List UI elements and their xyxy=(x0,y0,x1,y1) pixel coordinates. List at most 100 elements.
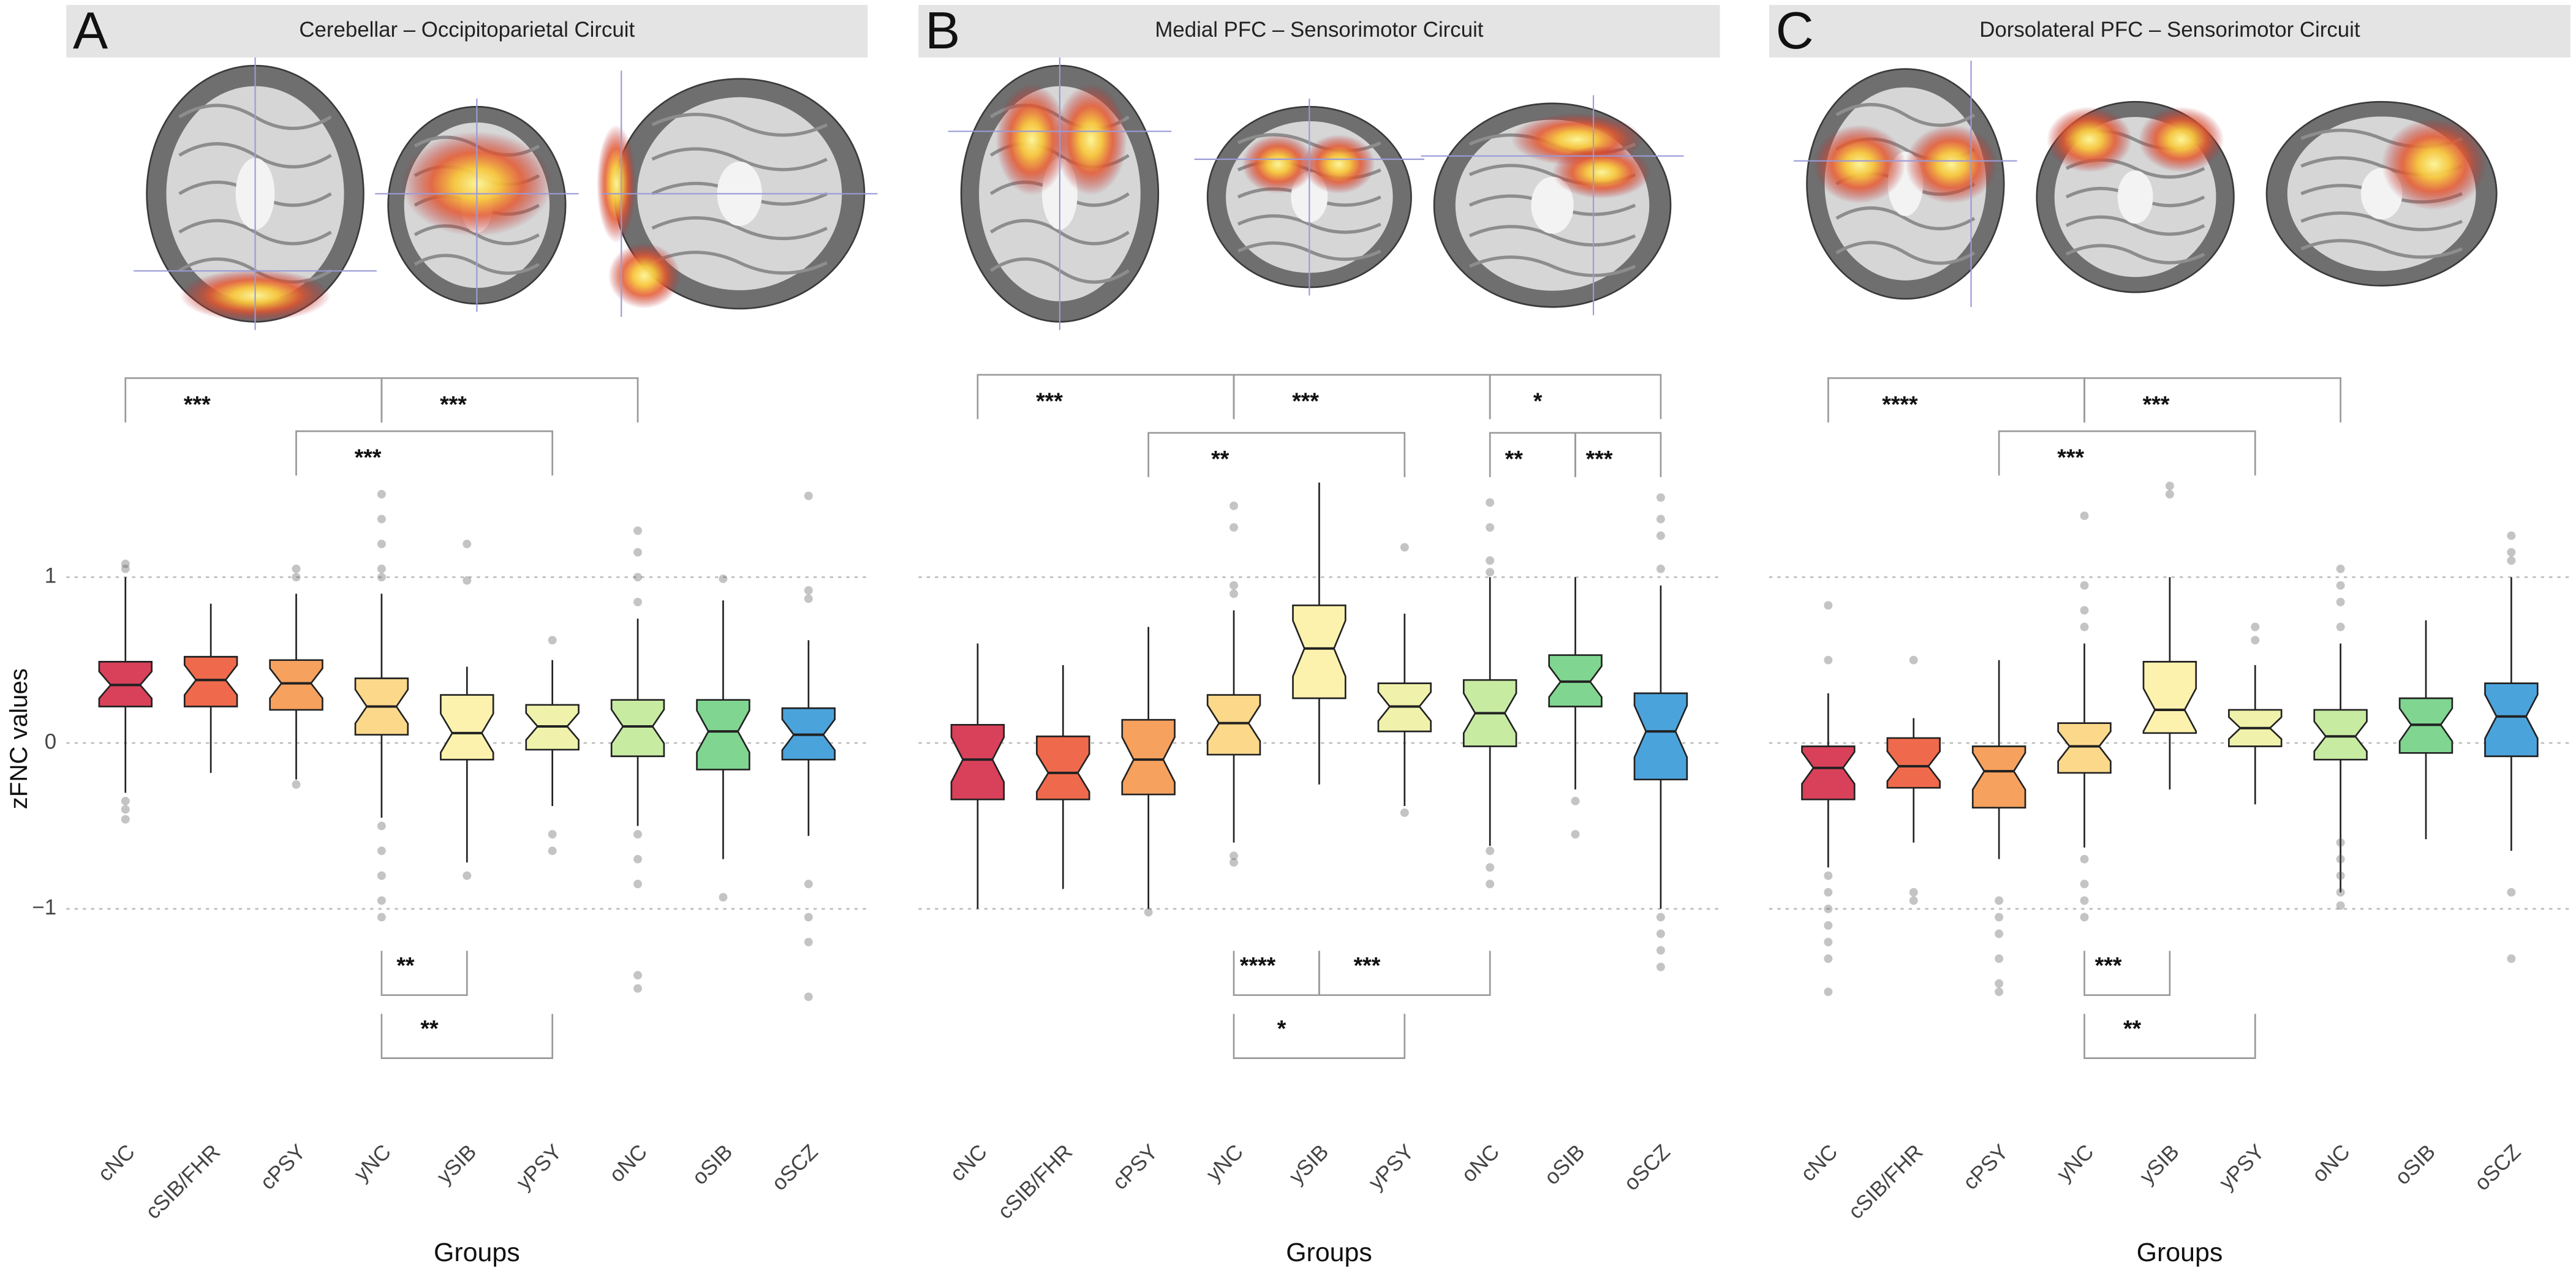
x-tick-label: cPSY xyxy=(1108,1140,1162,1194)
significance-bracket xyxy=(1147,432,1406,478)
outlier xyxy=(633,971,643,980)
brain-fold xyxy=(1835,206,1976,231)
x-tick-label: cNC xyxy=(1796,1140,1842,1186)
outlier xyxy=(377,489,386,499)
significance-label: *** xyxy=(184,391,211,417)
activation-blob xyxy=(597,124,636,243)
outlier xyxy=(2507,548,2516,557)
panel-title: Cerebellar – Occipitoparietal Circuit xyxy=(299,18,635,42)
brain-ventricle xyxy=(1531,176,1574,234)
box xyxy=(2057,722,2112,774)
brain-ventricle xyxy=(2117,170,2153,224)
outlier xyxy=(2336,871,2345,880)
outlier xyxy=(1909,655,1918,665)
outlier xyxy=(1995,987,2004,997)
brain-fold xyxy=(1835,241,1976,265)
activation-blob xyxy=(995,83,1068,195)
box xyxy=(1886,737,1941,789)
outlier xyxy=(1656,564,1665,573)
outlier xyxy=(1656,962,1665,971)
x-tick-label: cSIB/FHR xyxy=(1844,1140,1928,1224)
brain-image xyxy=(1421,95,1684,315)
significance-label: *** xyxy=(2095,952,2122,978)
panel-title: Dorsolateral PFC – Sensorimotor Circuit xyxy=(1979,18,2360,42)
panel-letter: C xyxy=(1776,1,1814,60)
brain-fold xyxy=(651,251,828,275)
outlier xyxy=(463,871,472,880)
outlier xyxy=(1995,896,2004,905)
outlier xyxy=(1229,523,1239,532)
outlier xyxy=(804,491,813,500)
panel-header xyxy=(918,5,1720,58)
outlier xyxy=(1571,796,1580,805)
brain-fold xyxy=(651,147,828,172)
outlier xyxy=(2080,896,2089,905)
significance-bracket xyxy=(2083,951,2171,997)
significance-bracket xyxy=(380,1014,554,1059)
outlier xyxy=(1824,655,1833,665)
activation-blob xyxy=(1302,134,1375,194)
box xyxy=(1206,694,1261,756)
outlier xyxy=(121,815,130,824)
brain-fold xyxy=(651,216,828,241)
significance-bracket xyxy=(380,951,468,997)
outlier xyxy=(2080,880,2089,889)
brain-fold xyxy=(1468,255,1636,277)
panel-header xyxy=(66,5,868,58)
outlier xyxy=(633,854,643,864)
x-tick-label: oSCZ xyxy=(1619,1140,1675,1196)
box xyxy=(1036,735,1090,801)
outlier xyxy=(1824,888,1833,897)
outlier xyxy=(2251,622,2260,631)
x-tick-label: oNC xyxy=(2308,1140,2355,1187)
x-tick-label: cNC xyxy=(93,1140,139,1186)
outlier xyxy=(633,597,643,606)
brain-image xyxy=(2265,100,2498,287)
outlier xyxy=(2251,636,2260,645)
x-axis-title: Groups xyxy=(434,1238,520,1267)
outlier xyxy=(2507,556,2516,565)
outlier xyxy=(1656,946,1665,955)
x-axis-title: Groups xyxy=(2137,1238,2223,1267)
outlier xyxy=(2336,888,2345,897)
x-tick-label: cPSY xyxy=(1958,1140,2013,1194)
significance-label: ** xyxy=(1211,446,1229,472)
x-tick-label: oSCZ xyxy=(767,1140,823,1196)
outlier xyxy=(377,573,386,582)
x-tick-label: ySIB xyxy=(432,1140,482,1189)
activation-blob xyxy=(2381,118,2487,211)
outlier xyxy=(548,830,557,839)
outlier xyxy=(804,594,813,603)
brain-image xyxy=(597,70,878,317)
box xyxy=(2484,682,2539,758)
significance-label: ** xyxy=(1505,446,1524,472)
outlier xyxy=(1824,987,1833,997)
outlier xyxy=(377,896,386,905)
x-tick-label: cSIB/FHR xyxy=(993,1140,1077,1224)
outlier xyxy=(2165,481,2174,491)
x-tick-label: cNC xyxy=(945,1140,991,1186)
outlier xyxy=(292,564,301,573)
outlier xyxy=(1824,954,1833,963)
x-tick-label: oNC xyxy=(605,1140,652,1187)
y-axis-title: zFNC values xyxy=(5,668,32,809)
x-tick-label: oSIB xyxy=(687,1140,737,1189)
outlier xyxy=(804,913,813,922)
brain-image xyxy=(2036,100,2235,293)
outlier xyxy=(1824,921,1833,930)
outlier xyxy=(804,586,813,595)
outlier xyxy=(2336,564,2345,573)
outlier xyxy=(377,871,386,880)
significance-bracket xyxy=(2083,377,2341,423)
outlier xyxy=(2336,838,2345,847)
significance-label: **** xyxy=(1882,391,1918,417)
outlier xyxy=(1486,880,1495,889)
y-tick-label: 0 xyxy=(45,729,56,753)
outlier xyxy=(463,576,472,585)
outlier xyxy=(1824,938,1833,947)
brain-fold xyxy=(2300,211,2463,232)
box xyxy=(1292,604,1347,699)
outlier xyxy=(1995,954,2004,963)
brain-image xyxy=(1194,98,1424,296)
outlier xyxy=(2080,511,2089,521)
